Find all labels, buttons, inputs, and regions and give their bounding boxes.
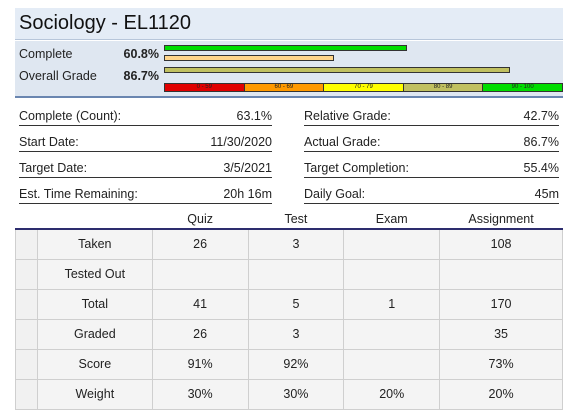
- table-cell: 92%: [247, 348, 345, 380]
- table-cell: 30%: [151, 378, 249, 410]
- table-cell: 30%: [247, 378, 345, 410]
- row-label: Graded: [36, 318, 153, 350]
- course-header: Sociology - EL1120: [15, 8, 563, 40]
- table-cell: 41: [151, 288, 249, 320]
- table-cell: [151, 258, 249, 290]
- table-cell: 108: [439, 228, 563, 260]
- stat-label: Est. Time Remaining:: [19, 187, 138, 201]
- table-cell: [343, 348, 441, 380]
- table-cell: 3: [247, 228, 345, 260]
- table-cell: 1: [343, 288, 441, 320]
- stat-daily-goal: Daily Goal: 45m: [304, 186, 559, 204]
- table-row: Weight 30% 30% 20% 20%: [15, 378, 563, 410]
- stat-value: 11/30/2020: [210, 135, 272, 149]
- table-cell: [247, 258, 345, 290]
- header-row-label: [37, 210, 153, 230]
- row-gutter: [15, 378, 38, 410]
- grade-scale: 0 - 59 60 - 69 70 - 79 80 - 89 90 - 100: [164, 83, 563, 92]
- row-gutter: [15, 228, 38, 260]
- row-label: Taken: [36, 228, 153, 260]
- table-cell: 20%: [343, 378, 441, 410]
- complete-progress-bar: [164, 45, 407, 51]
- row-gutter: [15, 258, 38, 290]
- table-cell: 26: [151, 228, 249, 260]
- table-cell: 3: [247, 318, 345, 350]
- column-header-quiz: Quiz: [152, 210, 249, 230]
- stat-label: Complete (Count):: [19, 109, 122, 123]
- course-title: Sociology - EL1120: [19, 12, 191, 34]
- grade-breakdown-table: Quiz Test Exam Assignment Taken 26 3 108…: [15, 210, 563, 410]
- column-header-exam: Exam: [343, 210, 440, 230]
- table-cell: 170: [439, 288, 563, 320]
- stat-target-completion: Target Completion: 55.4%: [304, 160, 559, 178]
- column-header-test: Test: [248, 210, 344, 230]
- table-row: Tested Out: [15, 258, 563, 290]
- row-label: Weight: [36, 378, 153, 410]
- overall-grade-progress-bar: [164, 67, 510, 73]
- header-spacer: [15, 210, 38, 230]
- row-gutter: [15, 288, 38, 320]
- table-row: Graded 26 3 35: [15, 318, 563, 350]
- stat-relative-grade: Relative Grade: 42.7%: [304, 108, 559, 126]
- grade-scale-segment: 70 - 79: [324, 84, 404, 91]
- row-label: Total: [36, 288, 153, 320]
- row-gutter: [15, 318, 38, 350]
- stat-value: 42.7%: [523, 109, 559, 123]
- table-row: Total 41 5 1 170: [15, 288, 563, 320]
- table-cell: [343, 258, 441, 290]
- stat-label: Target Date:: [19, 161, 88, 175]
- table-cell: [439, 258, 563, 290]
- stat-value: 3/5/2021: [223, 161, 272, 175]
- stat-value: 45m: [534, 187, 559, 201]
- stat-target-date: Target Date: 3/5/2021: [19, 160, 272, 178]
- row-gutter: [15, 348, 38, 380]
- table-cell: [343, 318, 441, 350]
- grade-scale-segment: 80 - 89: [403, 84, 484, 91]
- table-header-row: Quiz Test Exam Assignment: [15, 210, 563, 230]
- stat-label: Daily Goal:: [304, 187, 366, 201]
- stat-label: Start Date:: [19, 135, 79, 149]
- table-cell: 73%: [439, 348, 563, 380]
- complete-count-progress-bar: [164, 55, 334, 61]
- table-row: Taken 26 3 108: [15, 228, 563, 260]
- grade-scale-segment: 0 - 59: [165, 84, 245, 91]
- table-cell: 35: [439, 318, 563, 350]
- row-label: Score: [36, 348, 153, 380]
- stat-value: 55.4%: [523, 161, 559, 175]
- row-label: Tested Out: [36, 258, 153, 290]
- overall-grade-value: 86.7%: [123, 69, 159, 83]
- stat-label: Actual Grade:: [304, 135, 381, 149]
- stat-time-remaining: Est. Time Remaining: 20h 16m: [19, 186, 272, 204]
- stat-value: 20h 16m: [223, 187, 272, 201]
- table-row: Score 91% 92% 73%: [15, 348, 563, 380]
- grade-scale-segment: 60 - 69: [244, 84, 325, 91]
- stat-actual-grade: Actual Grade: 86.7%: [304, 134, 559, 152]
- stat-value: 63.1%: [236, 109, 272, 123]
- stat-label: Target Completion:: [304, 161, 409, 175]
- complete-label: Complete: [19, 47, 73, 61]
- stat-start-date: Start Date: 11/30/2020: [19, 134, 272, 152]
- column-header-assignment: Assignment: [439, 210, 563, 230]
- table-cell: 5: [247, 288, 345, 320]
- grade-scale-segment: 90 - 100: [483, 84, 562, 91]
- table-cell: 20%: [439, 378, 563, 410]
- stat-value: 86.7%: [523, 135, 559, 149]
- table-cell: 91%: [151, 348, 249, 380]
- overall-grade-label: Overall Grade: [19, 69, 97, 83]
- complete-value: 60.8%: [123, 47, 159, 61]
- table-cell: [343, 228, 441, 260]
- table-cell: 26: [151, 318, 249, 350]
- stat-label: Relative Grade:: [304, 109, 391, 123]
- stat-complete-count: Complete (Count): 63.1%: [19, 108, 272, 126]
